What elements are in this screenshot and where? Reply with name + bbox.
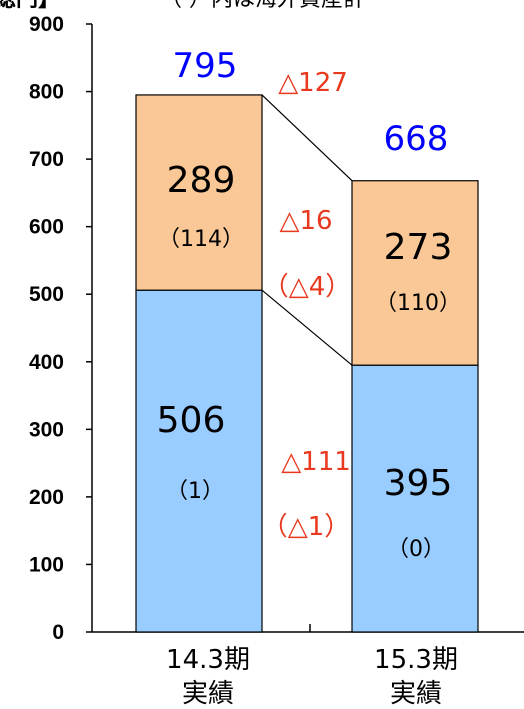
y-tick-label: 200 — [29, 486, 64, 509]
connector-lower — [261, 289, 353, 366]
y-tick-label: 800 — [29, 81, 64, 104]
bar1-lower-sublabel: （1） — [166, 479, 224, 504]
y-tick-label: 500 — [29, 283, 64, 306]
delta-lower-sub: （△1） — [262, 512, 351, 542]
y-tick-label: 300 — [29, 418, 64, 441]
delta-lower: △111 — [281, 447, 351, 477]
delta-upper: △16 — [279, 206, 332, 236]
bar1-total-label: 795 — [173, 46, 238, 86]
bar-1-segment-lower — [135, 289, 263, 633]
x-label-1-line2: 実績 — [182, 679, 234, 709]
bar2-total-label: 668 — [384, 119, 449, 159]
y-tick-label: 700 — [29, 148, 64, 171]
x-label-2-line2: 実績 — [390, 679, 442, 709]
bar1-upper-sublabel: （114） — [158, 227, 244, 252]
y-tick-label: 100 — [29, 553, 64, 576]
bar1-lower-value: 506 — [157, 400, 226, 441]
y-tick-group: 0 100 200 300 400 500 600 700 800 900 — [29, 13, 92, 644]
header-center: （ ）内は海外資産計 — [160, 0, 365, 12]
bar1-upper-value: 289 — [167, 160, 236, 201]
connector-group — [261, 94, 353, 366]
delta-upper-sub: （△4） — [263, 272, 352, 302]
bar2-upper-sublabel: （110） — [375, 291, 461, 316]
bar-2-segment-lower — [351, 364, 479, 633]
x-label-1-line1: 14.3期 — [166, 645, 250, 675]
header-left: 総円】 — [0, 0, 60, 12]
bar-2-segment-upper — [351, 180, 479, 366]
bar2-upper-value: 273 — [384, 227, 453, 268]
y-tick-label: 0 — [52, 621, 64, 644]
bar-group — [135, 94, 479, 633]
x-label-2-line1: 15.3期 — [374, 645, 458, 675]
connector-total — [261, 94, 353, 182]
y-tick-label: 900 — [29, 13, 64, 36]
bar2-lower-sublabel: （0） — [387, 537, 445, 562]
bar-1-segment-upper — [135, 94, 263, 291]
y-tick-label: 400 — [29, 351, 64, 374]
y-tick-label: 600 — [29, 216, 64, 239]
delta-total: △127 — [278, 68, 348, 98]
bar2-lower-value: 395 — [384, 463, 453, 504]
